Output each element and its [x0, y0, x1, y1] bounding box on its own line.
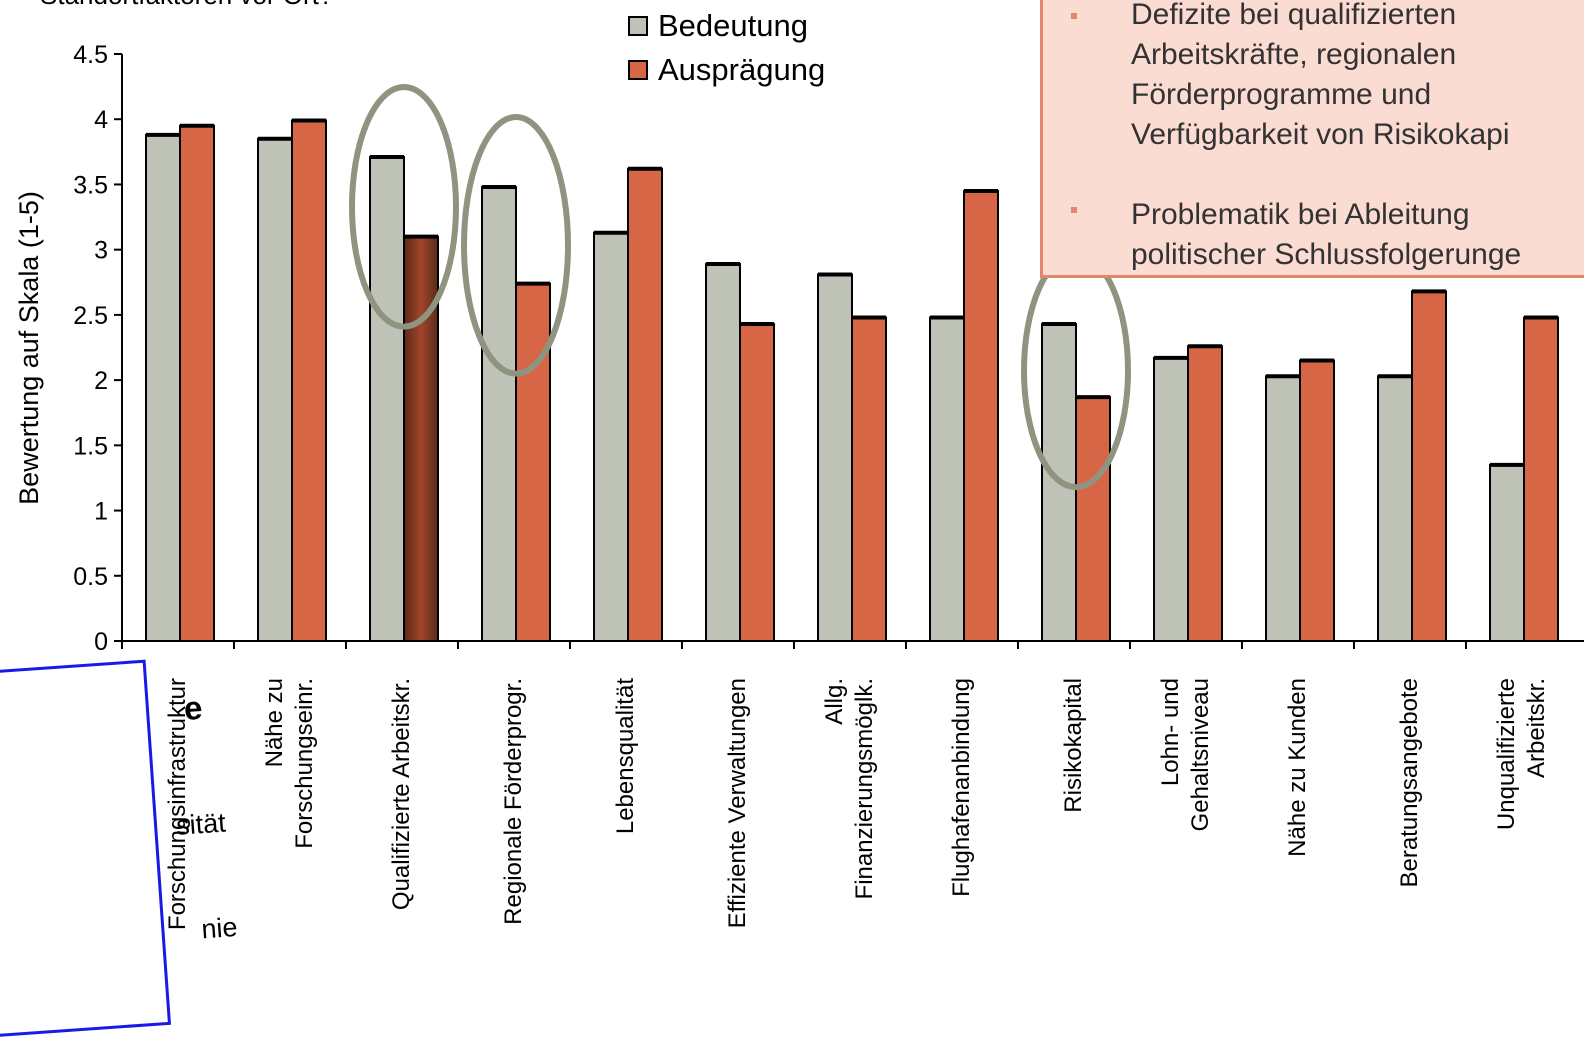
bar-auspraegung: [179, 124, 215, 642]
legend: Bedeutung Ausprägung: [628, 4, 825, 92]
x-category-label: Flughafenanbindung: [948, 678, 975, 897]
legend-item-bedeutung: Bedeutung: [628, 4, 825, 48]
x-category-label: Unqualifizierte: [1493, 678, 1520, 830]
note-item-problem: Problematik bei Ableitung politischer Sc…: [1131, 198, 1522, 271]
bar-auspraegung: [1075, 396, 1111, 642]
x-category-label: Lohn- und: [1157, 678, 1184, 786]
x-category-label: Allg.: [821, 678, 848, 725]
highlight-ellipse: [349, 84, 459, 330]
bar-auspraegung: [515, 282, 551, 642]
y-tick-label: 1: [94, 498, 108, 526]
side-note-line: sität: [175, 807, 227, 841]
bar-bedeutung: [1153, 356, 1189, 642]
bar-bedeutung: [1377, 375, 1413, 642]
bar-auspraegung: [963, 189, 999, 642]
bar-auspraegung: [403, 235, 439, 642]
y-axis-label: Bewertung auf Skala (1-5): [14, 191, 44, 505]
x-category-label: Forschungseinr.: [291, 678, 318, 849]
legend-label-bedeutung: Bedeutung: [658, 8, 808, 43]
bar-auspraegung: [1299, 359, 1335, 642]
findings-note-box: Defizite bei qualifizierten Arbeitskräft…: [1040, 0, 1584, 278]
bar-bedeutung: [1265, 375, 1301, 642]
x-category-label: Forschungsinfrastruktur: [164, 678, 191, 930]
bar-auspraegung: [851, 316, 887, 642]
x-category-label: Arbeitskr.: [1523, 678, 1550, 778]
bar-bedeutung: [929, 316, 965, 642]
bullet-icon: [1071, 13, 1077, 19]
bar-auspraegung: [1187, 345, 1223, 642]
bar-bedeutung: [593, 231, 629, 642]
bar-auspraegung: [1411, 290, 1447, 642]
side-note-box: e sität nie: [0, 659, 238, 1039]
side-note-line: nie: [200, 911, 239, 945]
legend-swatch-auspraegung: [628, 60, 648, 80]
y-tick-label: 3: [94, 237, 108, 265]
note-item-deficits: Defizite bei qualifizierten Arbeitskräft…: [1131, 0, 1510, 151]
bar-bedeutung: [481, 186, 517, 642]
bar-auspraegung: [1523, 316, 1559, 642]
legend-swatch-bedeutung: [628, 16, 648, 36]
x-category-label: Beratungsangebote: [1396, 678, 1423, 888]
bar-bedeutung: [1489, 463, 1525, 642]
legend-label-auspraegung: Ausprägung: [658, 52, 826, 87]
y-tick-label: 0.5: [73, 563, 108, 591]
x-category-label: Finanzierungsmöglk.: [851, 678, 878, 899]
x-category-label: Gehaltsniveau: [1187, 678, 1214, 831]
x-category-label: Risikokapital: [1060, 678, 1087, 813]
y-tick-label: 2: [94, 367, 108, 395]
y-tick-label: 0: [94, 628, 108, 656]
bar-auspraegung: [291, 119, 327, 642]
bar-auspraegung: [627, 167, 663, 642]
y-tick-label: 4.5: [73, 41, 108, 69]
legend-item-auspraegung: Ausprägung: [628, 48, 825, 92]
bar-bedeutung: [369, 156, 405, 642]
y-tick-label: 2.5: [73, 302, 108, 330]
bar-auspraegung: [739, 323, 775, 642]
bar-bedeutung: [145, 133, 181, 642]
bar-bedeutung: [257, 137, 293, 643]
y-tick-label: 4: [94, 106, 108, 134]
y-tick-label: 1.5: [73, 432, 108, 460]
bar-bedeutung: [817, 273, 853, 642]
bar-bedeutung: [705, 263, 741, 642]
x-category-label: Nähe zu: [261, 678, 288, 767]
x-category-label: Qualifizierte Arbeitskr.: [388, 678, 415, 910]
x-category-label: Effiziente Verwaltungen: [724, 678, 751, 928]
side-note-line: e: [182, 688, 204, 728]
highlight-ellipse: [461, 114, 571, 377]
chart-subtitle: Standortfaktoren vor Ort?: [40, 0, 333, 11]
x-category-label: Regionale Förderprogr.: [500, 678, 527, 925]
x-category-label: Lebensqualität: [612, 678, 639, 834]
bullet-icon: [1071, 207, 1077, 213]
y-tick-label: 3.5: [73, 171, 108, 199]
x-category-label: Nähe zu Kunden: [1284, 678, 1311, 857]
